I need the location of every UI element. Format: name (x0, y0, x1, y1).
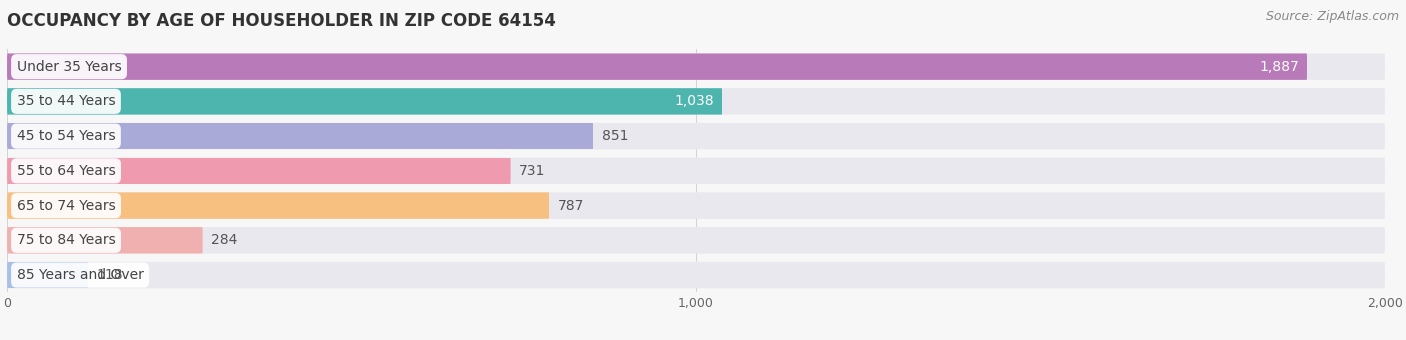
FancyBboxPatch shape (7, 123, 1385, 149)
FancyBboxPatch shape (7, 262, 1385, 288)
Text: 1,887: 1,887 (1258, 59, 1299, 74)
Text: 118: 118 (97, 268, 124, 282)
FancyBboxPatch shape (7, 192, 1385, 219)
FancyBboxPatch shape (7, 158, 510, 184)
FancyBboxPatch shape (7, 88, 723, 115)
FancyBboxPatch shape (7, 53, 1385, 80)
Text: 75 to 84 Years: 75 to 84 Years (17, 233, 115, 247)
Text: 731: 731 (519, 164, 546, 178)
FancyBboxPatch shape (7, 227, 1385, 254)
Text: Source: ZipAtlas.com: Source: ZipAtlas.com (1265, 10, 1399, 23)
Text: 45 to 54 Years: 45 to 54 Years (17, 129, 115, 143)
FancyBboxPatch shape (7, 262, 89, 288)
Text: 35 to 44 Years: 35 to 44 Years (17, 95, 115, 108)
Text: OCCUPANCY BY AGE OF HOUSEHOLDER IN ZIP CODE 64154: OCCUPANCY BY AGE OF HOUSEHOLDER IN ZIP C… (7, 12, 555, 30)
Text: 85 Years and Over: 85 Years and Over (17, 268, 143, 282)
Text: 55 to 64 Years: 55 to 64 Years (17, 164, 115, 178)
Text: 284: 284 (211, 233, 238, 247)
FancyBboxPatch shape (7, 227, 202, 254)
Text: 787: 787 (558, 199, 583, 212)
Text: 851: 851 (602, 129, 628, 143)
FancyBboxPatch shape (7, 123, 593, 149)
FancyBboxPatch shape (7, 53, 1308, 80)
FancyBboxPatch shape (7, 158, 1385, 184)
Text: Under 35 Years: Under 35 Years (17, 59, 121, 74)
FancyBboxPatch shape (7, 88, 1385, 115)
Text: 1,038: 1,038 (675, 95, 714, 108)
Text: 65 to 74 Years: 65 to 74 Years (17, 199, 115, 212)
FancyBboxPatch shape (7, 192, 550, 219)
